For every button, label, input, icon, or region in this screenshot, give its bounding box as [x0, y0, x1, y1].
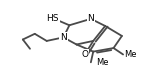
- Text: N: N: [60, 33, 67, 42]
- Text: Me: Me: [124, 50, 137, 59]
- Text: N: N: [87, 14, 94, 23]
- Text: Me: Me: [96, 58, 108, 67]
- Text: HS: HS: [46, 14, 59, 23]
- Text: O: O: [81, 50, 88, 59]
